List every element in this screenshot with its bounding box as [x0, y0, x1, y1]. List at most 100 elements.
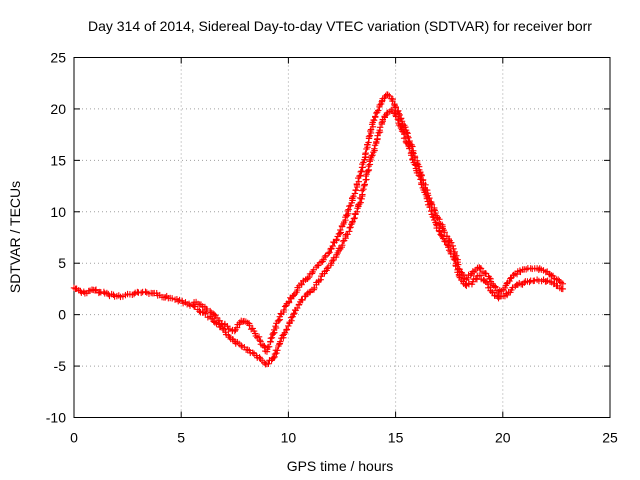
data-point-fill	[365, 133, 373, 140]
chart-title: Day 314 of 2014, Sidereal Day-to-day VTE…	[88, 18, 592, 34]
data-point-fill	[376, 124, 384, 131]
data-point-fill	[374, 132, 381, 139]
data-point-fill	[352, 187, 359, 194]
data-point	[321, 253, 329, 261]
data-point-fill	[337, 226, 344, 234]
data-point-fill	[365, 162, 372, 170]
data-point-fill	[261, 359, 268, 366]
data-point	[283, 326, 290, 334]
data-point-fill	[510, 271, 517, 279]
data-point-fill	[255, 333, 263, 341]
data-point-fill	[409, 149, 416, 156]
data-point-fill	[274, 347, 281, 354]
data-point-fill	[362, 149, 369, 157]
data-point-fill	[272, 322, 279, 330]
data-point-fill	[381, 113, 388, 120]
grid	[74, 57, 610, 418]
data-point-fill	[423, 186, 431, 194]
data-point-fill	[360, 182, 368, 189]
data-point-fill	[419, 177, 427, 184]
data-point-fill	[219, 325, 227, 332]
data-point-fill	[328, 257, 336, 265]
data-point-fill	[358, 187, 366, 194]
data-point-fill	[366, 158, 373, 165]
data-point-fill	[367, 127, 374, 135]
y-tick-label: 25	[50, 50, 66, 66]
data-point-fill	[357, 168, 364, 176]
data-point-fill	[414, 159, 421, 167]
y-tick-label: -10	[46, 410, 66, 426]
data-point-fill	[346, 224, 353, 231]
data-point-fill	[290, 292, 297, 299]
data-point-fill	[396, 111, 403, 119]
data-point-fill	[246, 322, 253, 329]
data-point-fill	[404, 133, 411, 140]
data-point-fill	[399, 120, 406, 128]
data-point-fill	[436, 228, 443, 235]
data-point-fill	[368, 152, 375, 160]
data-point-fill	[536, 265, 543, 272]
data-point-fill	[375, 107, 382, 114]
data-point	[559, 280, 567, 287]
data-point-fill	[326, 249, 333, 256]
data-point-fill	[356, 200, 363, 208]
y-tick-label: 15	[50, 152, 66, 168]
data-point-fill	[356, 172, 363, 180]
data-point-fill	[275, 317, 282, 324]
data-point-fill	[339, 242, 346, 249]
data-point	[130, 290, 138, 298]
data-point-fill	[548, 272, 555, 279]
data-point-fill	[445, 244, 452, 251]
data-point-fill	[291, 310, 298, 317]
data-point-fill	[554, 276, 562, 283]
data-point-fill	[445, 247, 453, 254]
data-point-fill	[256, 336, 263, 344]
data-point	[360, 159, 367, 166]
data-point-fill	[265, 360, 272, 367]
data-point-fill	[91, 287, 99, 294]
data-point-fill	[428, 201, 436, 208]
data-point-fill	[287, 314, 295, 321]
data-point-fill	[351, 190, 359, 197]
data-point-fill	[268, 334, 276, 341]
data-point-fill	[435, 220, 443, 227]
data-point-fill	[200, 309, 208, 316]
data-point-fill	[513, 270, 521, 278]
data-point-fill	[403, 129, 410, 136]
data-point-fill	[460, 272, 467, 279]
data-point-fill	[424, 192, 432, 199]
data-point-fill	[516, 267, 524, 274]
data-point-fill	[378, 119, 386, 126]
x-axis-label: GPS time / hours	[287, 458, 394, 474]
data-point-fill	[233, 324, 241, 331]
data-point-fill	[329, 242, 336, 250]
data-point-fill	[162, 294, 169, 301]
data-point-fill	[477, 265, 485, 272]
y-axis-label: SDTVAR / TECUs	[7, 181, 23, 293]
data-point-fill	[361, 181, 368, 188]
data-point-fill	[196, 308, 203, 315]
data-point-fill	[376, 101, 383, 109]
data-point-fill	[503, 291, 511, 299]
x-tick-label: 20	[495, 430, 511, 446]
data-point-fill	[137, 289, 145, 297]
x-tick-label: 0	[70, 430, 78, 446]
data-point-fill	[350, 193, 357, 200]
data-point-fill	[305, 273, 313, 281]
data-point-fill	[372, 113, 379, 120]
y-tick-label: 10	[50, 204, 66, 220]
data-point-fill	[304, 275, 311, 282]
data-point-fill	[418, 172, 425, 179]
data-point	[521, 279, 528, 286]
data-point-fill	[92, 286, 100, 293]
x-tick-label: 10	[281, 430, 297, 446]
x-tick-label: 25	[602, 430, 618, 446]
y-tick-label: 0	[58, 307, 66, 323]
data-point-fill	[335, 245, 343, 252]
data-point-fill	[370, 117, 378, 124]
data-point	[360, 185, 367, 193]
data-point-fill	[323, 265, 331, 272]
data-point-fill	[298, 281, 305, 288]
y-tick-label: -5	[54, 358, 67, 374]
data-point-fill	[277, 338, 284, 345]
